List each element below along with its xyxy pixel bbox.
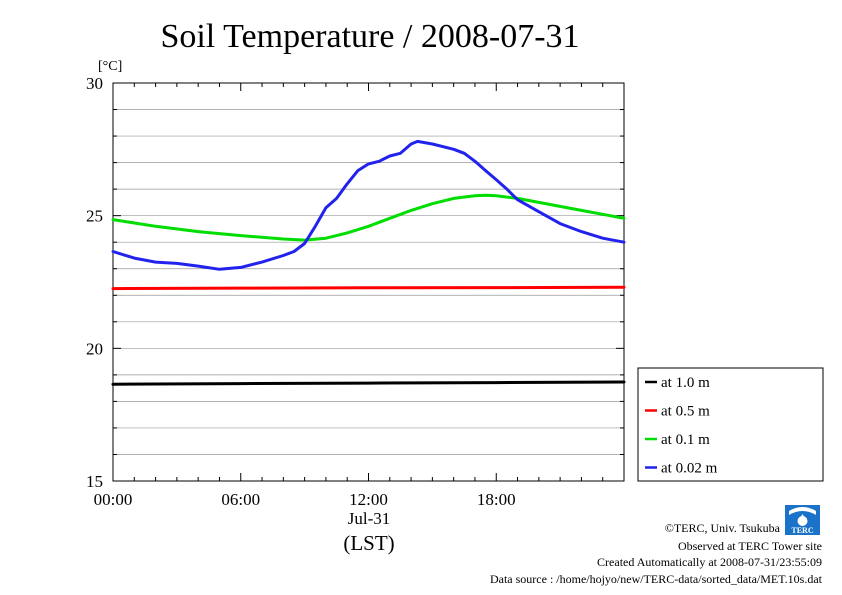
x-tick-label: 00:00 xyxy=(94,490,133,509)
data-source-text: Data source : /home/hojyo/new/TERC-data/… xyxy=(490,572,823,586)
legend-label: at 0.02 m xyxy=(661,461,718,477)
legend: at 1.0 m at 0.5 m at 0.1 m at 0.02 m xyxy=(637,367,824,482)
legend-box xyxy=(637,367,824,482)
legend-label: at 1.0 m xyxy=(661,375,710,391)
y-axis-ticks: 15 20 25 30 xyxy=(86,74,624,491)
y-tick-label: 25 xyxy=(86,207,103,226)
legend-label: at 0.1 m xyxy=(661,432,710,448)
y-tick-label: 20 xyxy=(86,339,103,358)
y-axis-unit-label: [°C] xyxy=(98,59,122,74)
series-line xyxy=(111,193,626,242)
plot-frame xyxy=(112,82,625,482)
x-tick-label: 12:00 xyxy=(349,490,388,509)
copyright-text: ©TERC, Univ. Tsukuba xyxy=(665,521,781,535)
chart-title: Soil Temperature / 2008-07-31 xyxy=(160,18,579,55)
x-tick-label: 18:00 xyxy=(477,490,516,509)
legend-label: at 0.5 m xyxy=(661,404,710,420)
observed-text: Observed at TERC Tower site xyxy=(678,539,822,553)
credits: ©TERC, Univ. Tsukuba Observed at TERC To… xyxy=(490,521,823,586)
series-line xyxy=(111,380,626,386)
y-tick-label: 15 xyxy=(86,472,103,491)
y-tick-label: 30 xyxy=(86,74,103,93)
created-text: Created Automatically at 2008-07-31/23:5… xyxy=(597,555,822,569)
series-line xyxy=(111,285,626,291)
series-line xyxy=(111,139,626,271)
series-lines xyxy=(111,139,626,386)
logo-text: TERC xyxy=(791,526,813,535)
x-axis-title: (LST) xyxy=(343,531,394,555)
x-tick-label: 06:00 xyxy=(221,490,260,509)
x-axis-date-label: Jul-31 xyxy=(348,509,391,528)
x-axis-ticks: 00:00 06:00 12:00 18:00 xyxy=(94,83,625,509)
terc-logo: TERC xyxy=(785,505,820,535)
grid-lines xyxy=(113,109,624,455)
